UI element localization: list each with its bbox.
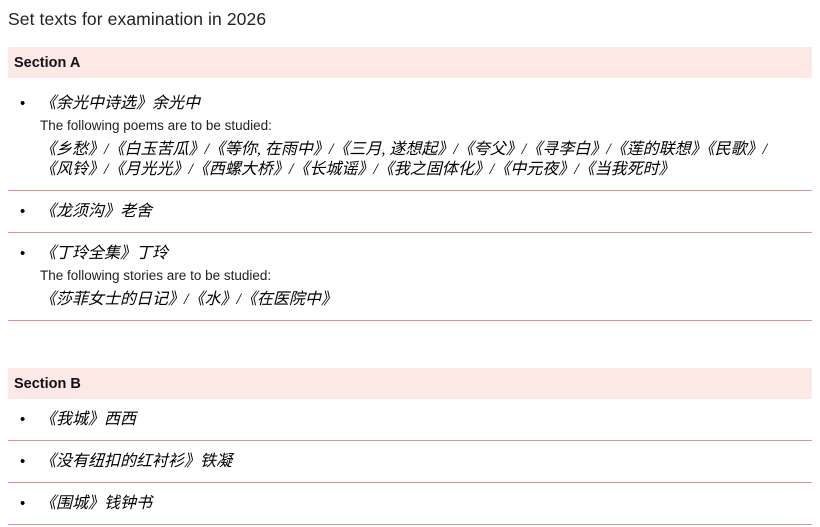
item-body: 《龙须沟》老舍 xyxy=(40,201,812,222)
bullet-gutter: • xyxy=(8,243,40,310)
text-title: 《丁玲全集》丁玲 xyxy=(40,245,169,262)
story-list-line: 《莎菲女士的日记》/《水》/《在医院中》 xyxy=(40,291,337,308)
list-item: • 《龙须沟》老舍 xyxy=(8,191,812,233)
bullet-icon: • xyxy=(20,453,26,470)
study-note: The following poems are to be studied: xyxy=(40,118,272,133)
bullet-gutter: • xyxy=(8,93,40,180)
section-b-header-label: Section B xyxy=(14,375,81,392)
item-body: 《围城》钱钟书 xyxy=(40,493,812,514)
bullet-icon: • xyxy=(20,411,26,428)
story-list: 《莎菲女士的日记》/《水》/《在医院中》 xyxy=(40,290,812,310)
bullet-gutter: • xyxy=(8,409,40,430)
poem-list-line: 《乡愁》/《白玉苦瓜》/《等你, 在雨中》/《三月, 遂想起》/《夸父》/《寻李… xyxy=(40,141,768,158)
text-title: 《没有纽扣的红衬衫》铁凝 xyxy=(40,453,233,470)
bullet-icon: • xyxy=(20,245,26,262)
text-title: 《围城》钱钟书 xyxy=(40,495,153,512)
page-title: Set texts for examination in 2026 xyxy=(8,9,267,29)
text-title: 《我城》西西 xyxy=(40,411,137,428)
poem-list: 《乡愁》/《白玉苦瓜》/《等你, 在雨中》/《三月, 遂想起》/《夸父》/《寻李… xyxy=(40,140,812,180)
list-item: • 《余光中诗选》余光中 The following poems are to … xyxy=(8,78,812,191)
bullet-icon: • xyxy=(20,495,26,512)
item-body: 《我城》西西 xyxy=(40,409,812,430)
section-a-header: Section A xyxy=(8,47,812,78)
item-body: 《丁玲全集》丁玲 The following stories are to be… xyxy=(40,243,812,310)
poem-list-line: 《风铃》/《月光光》/《西螺大桥》/《长城谣》/《我之固体化》/《中元夜》/《当… xyxy=(40,161,675,178)
list-item: • 《丁玲全集》丁玲 The following stories are to … xyxy=(8,233,812,321)
item-body: 《没有纽扣的红衬衫》铁凝 xyxy=(40,451,812,472)
bullet-icon: • xyxy=(20,95,26,112)
study-note: The following stories are to be studied: xyxy=(40,268,272,283)
list-item: • 《我城》西西 xyxy=(8,399,812,441)
section-b: Section B • 《我城》西西 • 《没有纽扣的红衬衫》铁凝 • 《围城》… xyxy=(8,368,812,525)
bullet-gutter: • xyxy=(8,201,40,222)
bullet-gutter: • xyxy=(8,493,40,514)
text-title: 《龙须沟》老舍 xyxy=(40,203,153,220)
section-b-header: Section B xyxy=(8,368,812,399)
section-a-header-label: Section A xyxy=(14,54,81,71)
list-item: • 《围城》钱钟书 xyxy=(8,483,812,525)
text-title: 《余光中诗选》余光中 xyxy=(40,95,201,112)
list-item: • 《没有纽扣的红衬衫》铁凝 xyxy=(8,441,812,483)
bullet-icon: • xyxy=(20,203,26,220)
bullet-gutter: • xyxy=(8,451,40,472)
item-body: 《余光中诗选》余光中 The following poems are to be… xyxy=(40,93,812,180)
section-a: Section A • 《余光中诗选》余光中 The following poe… xyxy=(8,47,812,321)
